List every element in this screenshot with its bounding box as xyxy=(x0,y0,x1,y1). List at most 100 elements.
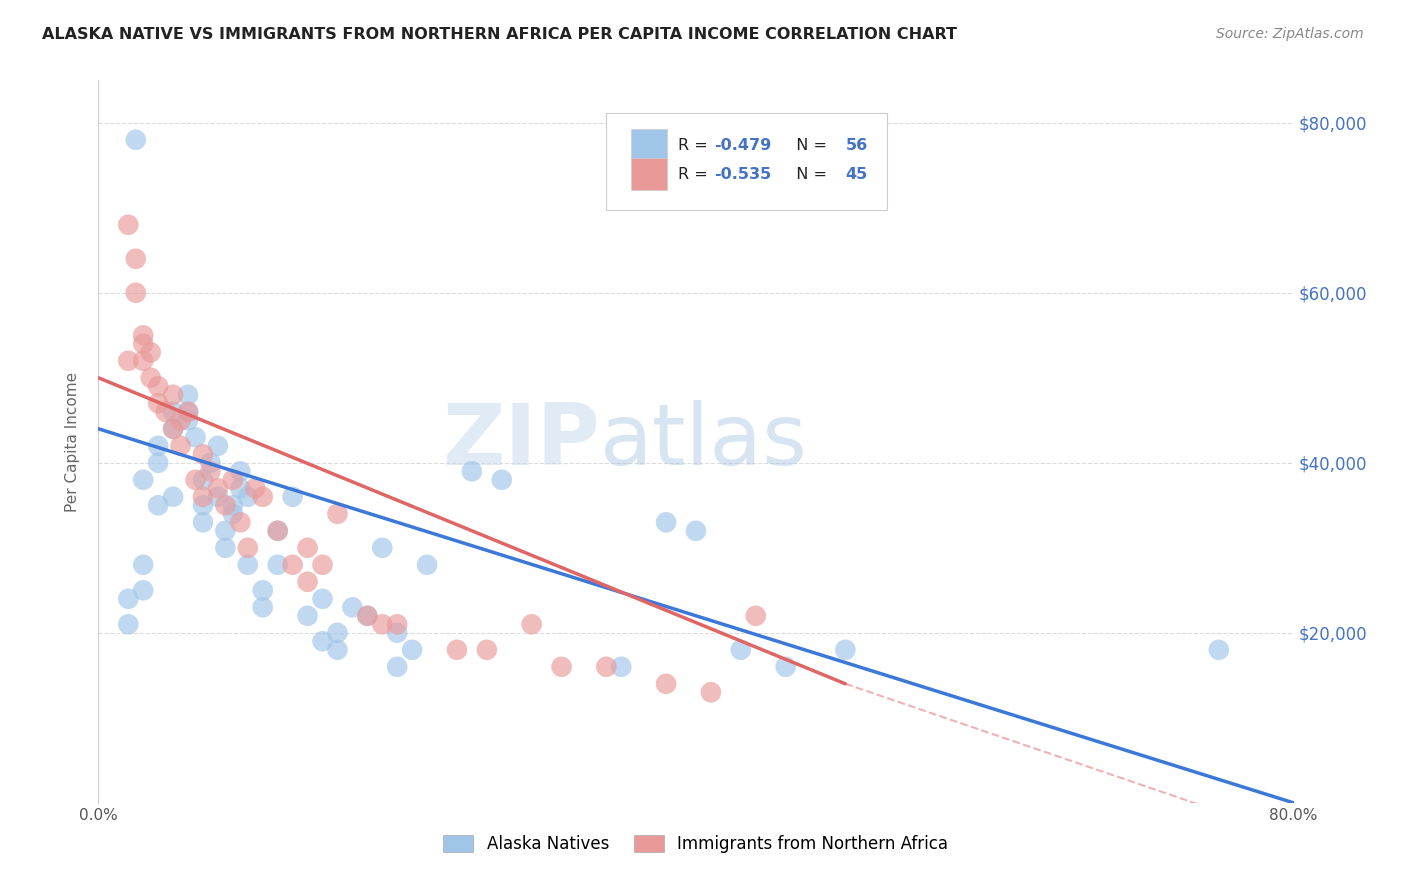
Point xyxy=(385,625,409,640)
Point xyxy=(139,371,162,385)
Point xyxy=(1208,642,1230,657)
Point xyxy=(610,660,633,674)
Point xyxy=(685,524,707,538)
Point xyxy=(595,660,617,674)
Point xyxy=(475,642,498,657)
Point xyxy=(191,498,214,512)
Point xyxy=(162,422,184,436)
Point xyxy=(236,490,259,504)
Point xyxy=(169,413,191,427)
Point xyxy=(155,405,177,419)
Text: -0.479: -0.479 xyxy=(714,137,770,153)
Point xyxy=(222,473,245,487)
Text: ALASKA NATIVE VS IMMIGRANTS FROM NORTHERN AFRICA PER CAPITA INCOME CORRELATION C: ALASKA NATIVE VS IMMIGRANTS FROM NORTHER… xyxy=(42,27,957,42)
Point xyxy=(132,353,155,368)
Point xyxy=(730,642,752,657)
Point xyxy=(326,625,349,640)
Point xyxy=(775,660,797,674)
Point xyxy=(169,439,191,453)
Point xyxy=(117,617,139,632)
Text: N =: N = xyxy=(786,167,832,182)
Point xyxy=(550,660,572,674)
Point xyxy=(745,608,768,623)
Point xyxy=(148,439,170,453)
Point xyxy=(132,583,155,598)
Point xyxy=(148,456,170,470)
Point xyxy=(148,396,170,410)
Text: R =: R = xyxy=(678,137,713,153)
Point xyxy=(177,388,200,402)
Point xyxy=(371,617,394,632)
Point xyxy=(191,447,214,461)
Point xyxy=(222,507,245,521)
Point xyxy=(311,591,333,606)
Point xyxy=(207,490,229,504)
Point xyxy=(385,660,409,674)
Point xyxy=(184,473,207,487)
Point xyxy=(834,642,856,657)
Point xyxy=(245,481,267,495)
Point xyxy=(229,516,252,530)
Point xyxy=(252,600,274,615)
Point xyxy=(177,405,200,419)
Point xyxy=(148,498,170,512)
Point xyxy=(491,473,513,487)
Point xyxy=(139,345,162,359)
Point xyxy=(326,642,349,657)
Text: ZIP: ZIP xyxy=(443,400,600,483)
Point xyxy=(132,558,155,572)
Point xyxy=(191,473,214,487)
Point xyxy=(297,541,319,555)
Point xyxy=(326,507,349,521)
Point xyxy=(297,574,319,589)
Point xyxy=(132,336,155,351)
Point xyxy=(461,464,484,478)
Y-axis label: Per Capita Income: Per Capita Income xyxy=(65,371,80,512)
Point xyxy=(117,591,139,606)
Point xyxy=(252,583,274,598)
Text: 56: 56 xyxy=(845,137,868,153)
Point xyxy=(191,490,214,504)
Point xyxy=(371,541,394,555)
Point xyxy=(214,498,236,512)
Point xyxy=(148,379,170,393)
Point xyxy=(311,634,333,648)
Point xyxy=(162,422,184,436)
Point xyxy=(214,541,236,555)
Point xyxy=(214,524,236,538)
Point xyxy=(177,405,200,419)
Point xyxy=(177,413,200,427)
Point xyxy=(125,285,148,300)
Point xyxy=(252,490,274,504)
Point xyxy=(342,600,364,615)
Text: 45: 45 xyxy=(845,167,868,182)
Point xyxy=(222,498,245,512)
Point xyxy=(117,218,139,232)
Point xyxy=(267,524,290,538)
FancyBboxPatch shape xyxy=(631,158,668,190)
Point xyxy=(132,473,155,487)
Point xyxy=(236,558,259,572)
FancyBboxPatch shape xyxy=(631,129,668,161)
Point xyxy=(184,430,207,444)
Point xyxy=(281,558,304,572)
Point xyxy=(191,516,214,530)
Point xyxy=(281,490,304,504)
Point xyxy=(132,328,155,343)
Point xyxy=(117,353,139,368)
Text: -0.535: -0.535 xyxy=(714,167,770,182)
Point xyxy=(200,456,222,470)
Point xyxy=(229,464,252,478)
Point xyxy=(416,558,439,572)
Text: Source: ZipAtlas.com: Source: ZipAtlas.com xyxy=(1216,27,1364,41)
Point xyxy=(267,558,290,572)
Point xyxy=(311,558,333,572)
Text: N =: N = xyxy=(786,137,832,153)
Point xyxy=(162,405,184,419)
Point xyxy=(655,516,678,530)
FancyBboxPatch shape xyxy=(606,112,887,211)
Point xyxy=(125,252,148,266)
Point xyxy=(401,642,423,657)
Point xyxy=(385,617,409,632)
Point xyxy=(162,490,184,504)
